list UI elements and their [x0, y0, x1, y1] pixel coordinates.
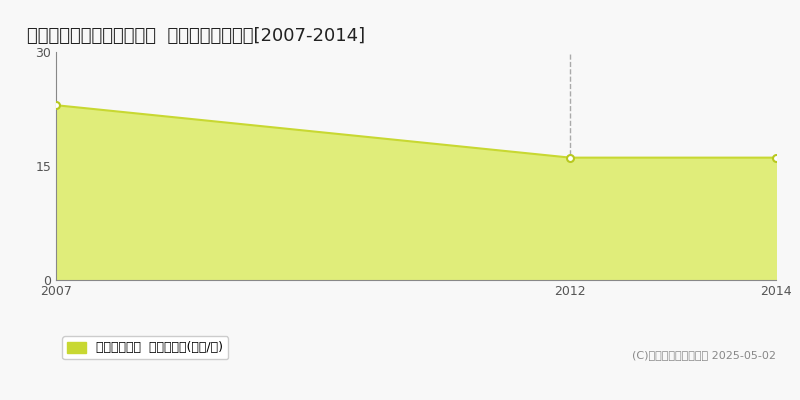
Text: (C)土地価格ドットコム 2025-05-02: (C)土地価格ドットコム 2025-05-02: [632, 350, 776, 360]
Legend: 収益物件価格  平均坪単価(万円/坪): 収益物件価格 平均坪単価(万円/坪): [62, 336, 228, 360]
Text: 仙台市若林区六丁の目北町  収益物件価格推移[2007-2014]: 仙台市若林区六丁の目北町 収益物件価格推移[2007-2014]: [27, 27, 366, 45]
